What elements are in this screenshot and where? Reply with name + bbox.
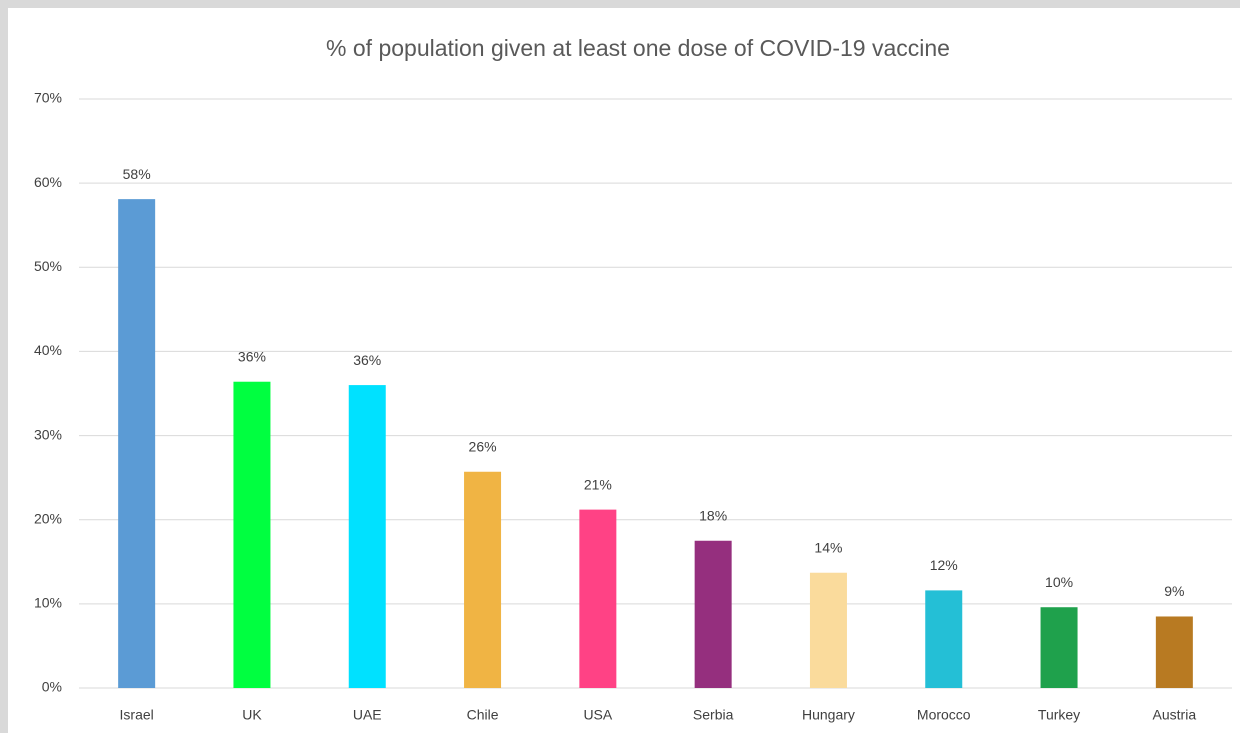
value-label: 12% <box>930 557 958 573</box>
x-tick-label: Hungary <box>802 707 855 723</box>
x-tick-label: UAE <box>353 707 382 723</box>
value-label: 36% <box>353 352 381 368</box>
chart-title: % of population given at least one dose … <box>326 35 950 61</box>
bar <box>579 509 617 688</box>
x-tick-label: Austria <box>1153 707 1197 723</box>
chart-area <box>8 8 1240 733</box>
bar <box>809 572 847 688</box>
value-label: 58% <box>123 166 151 182</box>
x-tick-label: Serbia <box>693 707 734 723</box>
bar <box>464 471 502 688</box>
x-tick-label: UK <box>242 707 262 723</box>
y-tick-label: 40% <box>34 342 62 358</box>
y-tick-label: 10% <box>34 595 62 611</box>
value-label: 9% <box>1164 583 1184 599</box>
bar <box>118 199 156 688</box>
bar <box>348 385 386 688</box>
bar <box>1155 616 1193 688</box>
x-tick-label: USA <box>583 707 612 723</box>
value-label: 26% <box>469 438 497 454</box>
x-tick-label: Chile <box>467 707 499 723</box>
value-label: 36% <box>238 348 266 364</box>
value-label: 18% <box>699 507 727 523</box>
value-label: 21% <box>584 476 612 492</box>
y-tick-label: 20% <box>34 510 62 526</box>
bar <box>233 381 271 688</box>
bar <box>925 590 963 688</box>
y-tick-label: 50% <box>34 258 62 274</box>
bar <box>1040 607 1078 688</box>
value-label: 14% <box>814 539 842 555</box>
y-tick-label: 60% <box>34 174 62 190</box>
x-tick-label: Morocco <box>917 707 971 723</box>
value-label: 10% <box>1045 574 1073 590</box>
x-tick-label: Israel <box>120 707 154 723</box>
x-tick-label: Turkey <box>1038 707 1080 723</box>
y-tick-label: 70% <box>34 90 62 106</box>
y-tick-label: 0% <box>42 679 62 695</box>
y-tick-label: 30% <box>34 426 62 442</box>
bar <box>694 540 732 688</box>
